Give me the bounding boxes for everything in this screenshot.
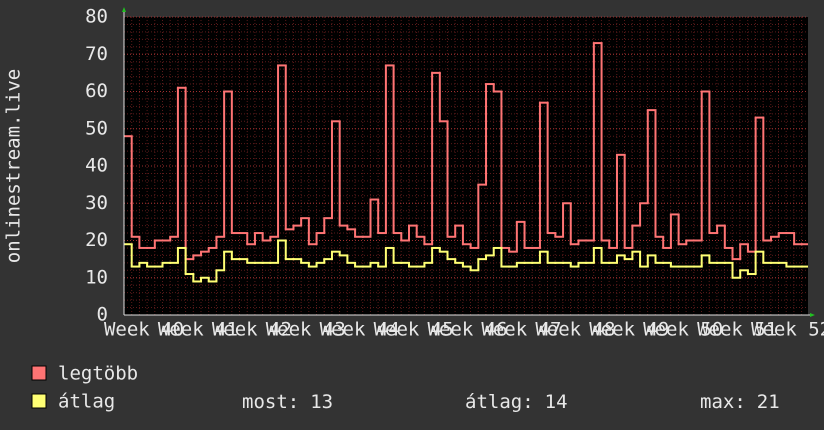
stat-label: átlag: [465,391,534,413]
x-arrow [810,313,815,317]
y-tick-label: 60 [85,80,108,102]
series [124,42,808,283]
legend-label: legtöbb [58,363,138,385]
stat-value: 14 [545,391,568,413]
stat: átlag: 14 [465,391,568,413]
y-tick-label: 10 [85,266,108,288]
stat-label: max: [700,391,746,413]
legend: legtöbb átlag most: 13 átlag: 14 max: 21 [31,363,780,413]
stat-value: 21 [757,391,780,413]
y-tick-label: 30 [85,192,108,214]
stat: most: 13 [242,391,333,413]
x-tick-label: Week 40 [104,319,184,341]
y-tick-label: 20 [85,229,108,251]
x-tick-label: Week 45 [374,319,454,341]
stat: max: 21 [700,391,780,413]
legend-swatch [31,365,47,381]
x-tick-label: Week 49 [589,319,669,341]
x-tick-label: Week 42 [212,319,292,341]
x-tick-label: Week 41 [158,319,238,341]
stat-label: most: [242,391,299,413]
y-tick-label: 0 [97,304,108,326]
y-tick-label: 70 [85,43,108,65]
x-tick-label: Week 48 [535,319,615,341]
y-tick-label: 50 [85,117,108,139]
legend-swatch [31,393,47,409]
x-tick-label: Week 44 [320,319,400,341]
y-tick-label: 40 [85,155,108,177]
x-tick-label: Week 51 [697,319,777,341]
y-arrow [122,7,126,12]
y-tick-label: 80 [85,6,108,28]
x-tick-label: Week 52 [751,319,824,341]
legend-label: átlag [58,391,115,413]
x-tick-label: Week 46 [428,319,508,341]
x-tick-label: Week 50 [643,319,723,341]
x-tick-label: Week 43 [266,319,346,341]
x-tick-label: Week 47 [481,319,561,341]
stat-value: 13 [310,391,333,413]
y-label: onlinestream.live [3,69,25,263]
